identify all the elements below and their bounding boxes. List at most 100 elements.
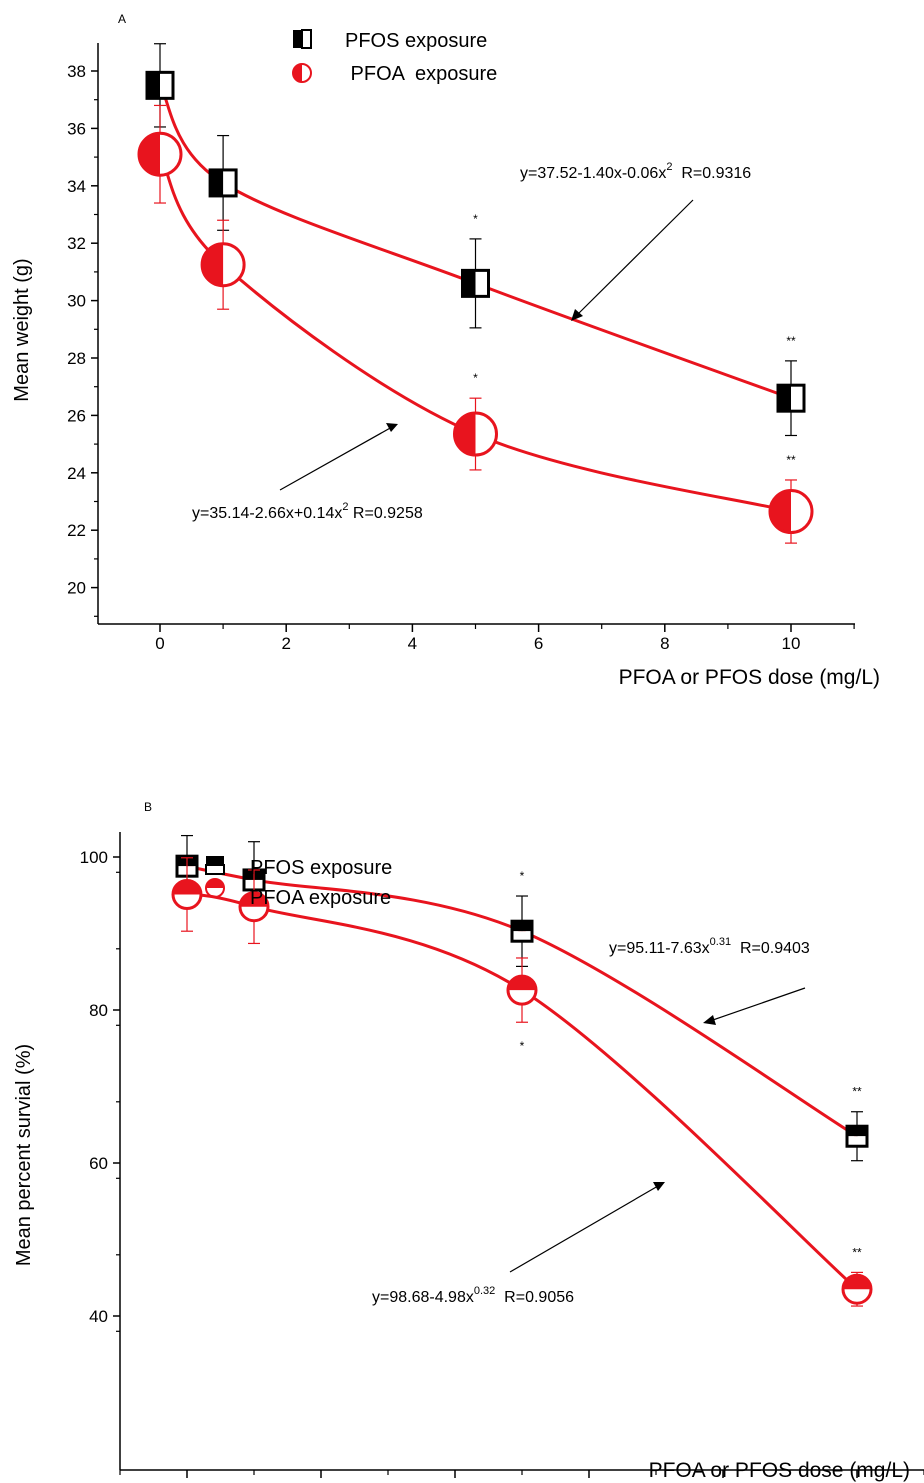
data-points-b: ****** (171, 834, 873, 1307)
y-ticks-a: 20 22 24 26 28 30 32 34 36 38 (67, 62, 98, 617)
marker-outline (510, 919, 534, 943)
x-tick-label: 6 (534, 634, 543, 653)
x-tick-label: 0 (155, 634, 164, 653)
marker-fill (770, 490, 791, 533)
fit-equation-pfos-a: y=37.52-1.40x-0.06x (520, 165, 666, 182)
x-tick-label: 6 (584, 1480, 593, 1483)
pfos-point (208, 134, 238, 231)
marker-outline (238, 891, 270, 923)
significance-mark: ** (786, 334, 796, 348)
x-tick-label: 8 (660, 634, 669, 653)
x-tick-label: 2 (281, 634, 290, 653)
marker-empty (512, 931, 532, 942)
y-tick-label: 36 (67, 119, 86, 138)
fit-r-pfos-b: R=0.9403 (731, 940, 810, 957)
marker-outline (145, 70, 175, 100)
legend-marker-pfoa-a (292, 63, 312, 83)
pfoa-point (238, 869, 270, 945)
marker-fill (454, 413, 476, 456)
panel-b: B 40 60 80 100 0 2 4 6 8 10 Mean percent survial… (13, 800, 924, 1483)
significance-mark: * (520, 1039, 525, 1053)
y-tick-label: 32 (67, 234, 86, 253)
pfoa-point: * (453, 371, 498, 471)
marker-outline (137, 131, 183, 177)
marker-outline (776, 383, 806, 413)
annotation-arrow-line-pfoa-b (509, 1185, 659, 1273)
fit-curve-pfoa (186, 893, 858, 1291)
pfoa-point (171, 857, 203, 932)
legend-marker-pfoa-b (205, 878, 225, 898)
marker-fill (139, 133, 160, 176)
fit-exponent-pfoa-a: 2 (342, 501, 348, 513)
marker-fill (202, 243, 224, 286)
legend-marker-pfos-a (293, 29, 312, 49)
y-tick-label: 20 (67, 579, 86, 598)
marker-empty (475, 270, 489, 297)
fit-annotation-pfos-b: y=95.11-7.63x0.31 R=0.9403 (609, 936, 810, 1025)
fit-curves-a (158, 84, 792, 514)
pfos-point: ** (845, 1085, 869, 1162)
fit-curves-b (186, 864, 858, 1291)
significance-mark: ** (852, 1245, 862, 1259)
pfos-point: * (510, 869, 534, 967)
y-axis-label-b: Mean percent survial (%) (13, 1044, 35, 1266)
marker-outline (768, 489, 814, 535)
svg-text:y=95.11-7.63x0.31 R=0.9403: y=95.11-7.63x0.31 R=0.9403 (609, 936, 810, 957)
annotation-arrow-line-pfoa-a (279, 426, 393, 491)
panel-label-a: A (118, 12, 126, 26)
x-ticks-a: 0 2 4 6 8 10 (155, 624, 855, 653)
fit-equation-pfoa-b: y=98.68-4.98x (372, 1289, 474, 1306)
legend-label-pfos-b: PFOS exposure (250, 857, 392, 879)
annotation-arrowhead-pfos-b (703, 1015, 716, 1025)
fit-curve-pfoa (158, 153, 792, 514)
fit-exponent-pfos-b: 0.31 (710, 936, 731, 948)
fit-r-pfos-a: R=0.9316 (672, 165, 751, 182)
data-points-a: ****** (137, 43, 814, 544)
y-tick-label: 30 (67, 292, 86, 311)
y-tick-label: 100 (80, 848, 108, 867)
pfoa-point: ** (768, 453, 814, 544)
marker-outline (171, 878, 203, 910)
panel-label-b: B (144, 800, 152, 814)
pfos-point (145, 43, 175, 128)
fit-equation-pfos-b: y=95.11-7.63x (609, 940, 710, 957)
y-tick-label: 26 (67, 406, 86, 425)
marker-empty (847, 1136, 867, 1147)
y-tick-label: 34 (67, 177, 86, 196)
y-tick-label: 22 (67, 521, 86, 540)
y-ticks-b: 40 60 80 100 (80, 848, 120, 1332)
annotation-arrowhead-pfoa-b (653, 1182, 665, 1191)
fit-annotation-pfoa-a: y=35.14-2.66x+0.14x2 R=0.9258 (192, 423, 423, 522)
significance-mark: ** (852, 1085, 862, 1099)
y-tick-label: 24 (67, 464, 86, 483)
pfoa-point: * (506, 957, 538, 1053)
x-tick-label: 8 (718, 1480, 727, 1483)
marker-empty (223, 169, 237, 196)
fit-exponent-pfoa-b: 0.32 (474, 1285, 495, 1297)
legend-label-pfoa-a: PFOA exposure (345, 63, 497, 85)
y-tick-label: 80 (89, 1001, 108, 1020)
y-tick-label: 40 (89, 1307, 108, 1326)
pfoa-point: ** (841, 1245, 873, 1307)
x-tick-label: 2 (316, 1480, 325, 1483)
svg-text:y=98.68-4.98x0.32 R=0.9056: y=98.68-4.98x0.32 R=0.9056 (372, 1285, 574, 1306)
svg-text:y=37.52-1.40x-0.06x2 R=0.9316: y=37.52-1.40x-0.06x2 R=0.9316 (520, 161, 751, 182)
fit-exponent-pfos-a: 2 (666, 161, 672, 173)
x-tick-label: 4 (408, 634, 417, 653)
legend-b: PFOS exposure PFOA exposure (205, 856, 392, 909)
marker-fill (147, 72, 160, 99)
x-tick-label: 4 (450, 1480, 459, 1483)
marker-fill (512, 921, 532, 932)
legend-a: PFOS exposure PFOA exposure (292, 29, 497, 85)
fit-r-pfoa-a: R=0.9258 (348, 505, 422, 522)
marker-empty (791, 385, 804, 412)
legend-marker-pfos-b (205, 856, 225, 875)
marker-outline (845, 1124, 869, 1148)
significance-mark: * (473, 212, 478, 226)
svg-text:y=35.14-2.66x+0.14x2 R=0.9258: y=35.14-2.66x+0.14x2 R=0.9258 (192, 501, 423, 522)
fit-r-pfoa-b: R=0.9056 (495, 1289, 574, 1306)
pfoa-point (200, 219, 246, 310)
pfos-point: ** (776, 334, 806, 437)
marker-fill (210, 169, 224, 196)
